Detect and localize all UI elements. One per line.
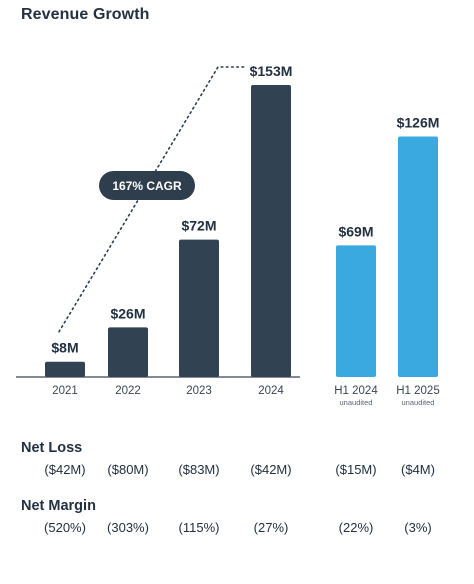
bar-value-label: $8M: [51, 340, 78, 356]
cagr-badge-background: [99, 171, 195, 200]
x-tick-label: 2022: [115, 385, 141, 397]
bar-2021: [45, 361, 85, 377]
net-margin-value: (22%): [338, 520, 374, 535]
cagr-trend-line: [58, 66, 246, 333]
net-margin-value: (27%): [253, 520, 289, 535]
x-tick-label: 2024: [258, 385, 284, 397]
net-margin-row: (520%) (303%) (115%) (27%) (22%) (3%): [0, 520, 474, 540]
x-tick-label: 2023: [186, 385, 212, 397]
net-loss-row: ($42M) ($80M) ($83M) ($42M) ($15M) ($4M): [0, 462, 474, 482]
bar-h1-2024: [336, 245, 376, 377]
bar-2022: [108, 327, 148, 377]
bar-value-label: $126M: [397, 115, 440, 131]
net-loss-value: ($83M): [178, 462, 220, 477]
net-margin-title: Net Margin: [21, 498, 96, 514]
x-tick-sublabel: unaudited: [402, 398, 435, 407]
chart-title: Revenue Growth: [21, 6, 150, 23]
net-margin-value: (520%): [44, 520, 86, 535]
bar-value-label: $72M: [181, 218, 216, 234]
bar-value-label: $26M: [110, 305, 145, 321]
x-tick-label: 2021: [52, 385, 78, 397]
net-loss-value: ($80M): [107, 462, 149, 477]
bar-2023: [179, 239, 219, 377]
net-margin-value: (303%): [107, 520, 149, 535]
bar-value-label: $153M: [250, 63, 293, 79]
revenue-bar-chart: 167% CAGR $8M 2021 $26M 2022 $72M 2023 $153M 20…: [16, 63, 440, 407]
x-tick-label: H1 2025: [396, 385, 439, 397]
net-loss-value: ($4M): [401, 462, 435, 477]
net-margin-value: (115%): [178, 520, 220, 535]
net-margin-value: (3%): [404, 520, 432, 535]
bar-h1-2025: [398, 136, 438, 377]
net-loss-value: ($15M): [335, 462, 377, 477]
bar-value-label: $69M: [338, 223, 373, 239]
cagr-badge-label: 167% CAGR: [112, 179, 182, 193]
net-loss-title: Net Loss: [21, 440, 83, 456]
bar-2024: [251, 85, 291, 377]
net-loss-value: ($42M): [44, 462, 86, 477]
x-tick-sublabel: unaudited: [340, 398, 373, 407]
cagr-badge: 167% CAGR: [99, 171, 195, 200]
bars-group: $8M 2021 $26M 2022 $72M 2023 $153M 2024 $69M H1 2…: [45, 63, 440, 407]
x-tick-label: H1 2024: [334, 385, 378, 397]
net-loss-value: ($42M): [250, 462, 292, 477]
